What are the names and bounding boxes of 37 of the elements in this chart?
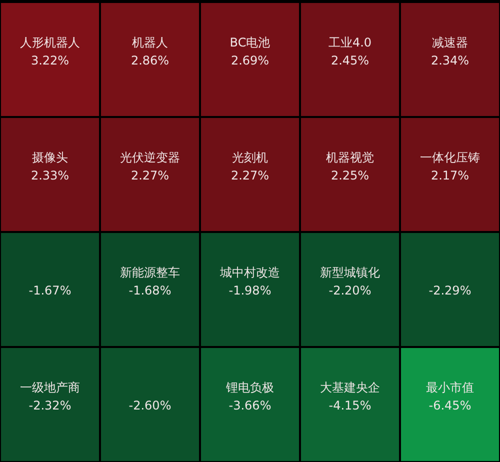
category-label: 新型城镇化 — [320, 266, 380, 280]
data-label: -1.67% — [28, 284, 72, 298]
data-label: -2.20% — [328, 284, 372, 298]
category-label: 城中村改造 — [219, 266, 280, 280]
category-label: 新能源整车 — [120, 266, 180, 280]
category-label: 机器人 — [132, 36, 168, 50]
category-label: 一体化压铸 — [420, 150, 480, 164]
category-label: 工业4.0 — [328, 36, 372, 50]
data-label: -4.15% — [328, 398, 372, 412]
data-label: -1.98% — [228, 284, 272, 298]
data-label: 2.45% — [330, 54, 370, 68]
data-label: 2.17% — [430, 168, 470, 182]
category-label: 大基建央企 — [320, 380, 380, 394]
data-label: 2.25% — [330, 168, 370, 182]
data-label: 2.27% — [230, 168, 270, 182]
data-label: -1.68% — [128, 284, 172, 298]
category-label: 最小市值 — [426, 380, 474, 394]
data-label: 2.86% — [130, 54, 170, 68]
category-label: 减速器 — [432, 36, 468, 50]
data-label: -6.45% — [428, 398, 472, 412]
data-label: 2.27% — [130, 168, 170, 182]
data-label: 3.22% — [30, 54, 70, 68]
data-label: -2.60% — [128, 398, 172, 412]
category-label: 机器视觉 — [326, 150, 374, 164]
data-label: 2.69% — [230, 54, 270, 68]
category-label: BC电池 — [230, 36, 270, 50]
category-label: 光伏逆变器 — [120, 150, 180, 164]
data-label: -2.29% — [428, 284, 472, 298]
data-label: 2.34% — [430, 54, 470, 68]
category-label: 摄像头 — [32, 150, 68, 164]
data-label: -3.66% — [228, 398, 272, 412]
data-label: -2.32% — [28, 398, 72, 412]
data-label: 2.33% — [30, 168, 70, 182]
category-label: 一级地产商 — [20, 380, 80, 394]
category-label: 人形机器人 — [20, 36, 80, 50]
category-label: 光刻机 — [232, 150, 268, 164]
category-label: 锂电负极 — [225, 380, 274, 394]
